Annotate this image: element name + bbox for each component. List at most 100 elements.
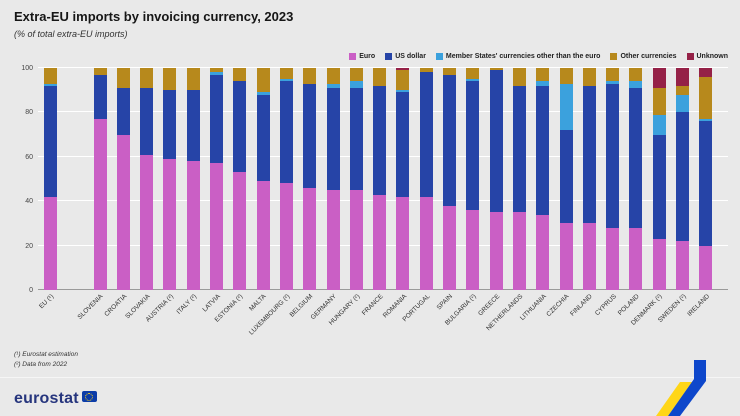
eurostat-arrow-graphic xyxy=(656,360,706,416)
footer-divider xyxy=(0,377,740,378)
bar-segment xyxy=(116,88,130,135)
bar-bulgaria: BULGARIA (²) xyxy=(444,68,480,327)
bar-segment xyxy=(629,81,643,88)
bar-segment xyxy=(699,121,713,246)
legend-swatch xyxy=(435,53,443,60)
x-axis-label: SLOVENIA xyxy=(77,293,105,321)
bar-segment xyxy=(396,70,410,91)
eurostat-logo-text: eurostat xyxy=(14,390,79,407)
arrow-yellow-band xyxy=(656,382,692,416)
bar-segment xyxy=(233,81,247,173)
bar-segment xyxy=(699,245,713,290)
bar-segment xyxy=(489,212,503,290)
legend-label: Other currencies xyxy=(620,53,677,60)
bar-segment xyxy=(676,85,689,95)
bar-segment xyxy=(326,190,340,290)
bar-segment xyxy=(93,68,107,75)
bar-segment xyxy=(43,83,57,86)
legend-swatch xyxy=(349,53,357,60)
bar-segment xyxy=(536,85,550,215)
bar-segment xyxy=(606,68,620,82)
bar-segment xyxy=(256,68,270,93)
legend-item: Euro xyxy=(349,53,375,60)
footnote-2: (²) Data from 2022 xyxy=(14,361,68,369)
bar-segment xyxy=(582,68,596,86)
bar-segment xyxy=(559,223,573,290)
footnotes: (¹) Eurostat estimation (²) Data from 20… xyxy=(14,350,78,371)
bar-austria: AUSTRIA (²) xyxy=(144,68,177,323)
bar-segment xyxy=(140,154,154,290)
bar-segment xyxy=(140,88,154,155)
bar-segment xyxy=(186,68,200,91)
bar-segment xyxy=(512,85,526,213)
chart-title: Extra-EU imports by invoicing currency, … xyxy=(14,9,294,24)
bar-czechia: CZECHIA xyxy=(546,68,573,318)
bar-netherlands: NETHERLANDS xyxy=(485,68,526,332)
bar-segment xyxy=(676,94,689,113)
bar-segment xyxy=(559,68,573,84)
bar-segment xyxy=(582,223,596,290)
legend-swatch xyxy=(610,53,618,60)
x-axis-label: LATVIA xyxy=(200,293,222,314)
bar-spain: SPAIN xyxy=(436,68,456,311)
bar-segment xyxy=(536,68,550,82)
bar-slovakia: SLOVAKIA xyxy=(124,68,154,320)
bar-denmark: DENMARK (²) xyxy=(630,68,666,327)
bar-segment xyxy=(303,187,317,290)
bar-belgium: BELGIUM xyxy=(289,68,317,319)
bar-segment xyxy=(466,81,480,211)
bar-segment xyxy=(652,114,666,135)
x-axis-label: ITALY (²) xyxy=(175,293,199,316)
bar-segment xyxy=(582,85,596,224)
arrow-blue-band xyxy=(668,360,706,416)
bar-hungary: HUNGARY (²) xyxy=(328,68,363,327)
bar-segment xyxy=(419,196,433,290)
bar-segment xyxy=(466,68,480,80)
y-tick-label: 100 xyxy=(21,65,33,72)
bar-eu: EU (¹) xyxy=(38,68,57,310)
bar-malta: MALTA xyxy=(248,68,270,313)
bar-segment xyxy=(676,112,689,242)
legend: Euro US dollar Member States' currencies o… xyxy=(349,53,728,60)
bar-segment xyxy=(303,83,317,188)
bar-segment xyxy=(443,74,456,206)
bar-segment xyxy=(163,90,177,160)
bar-segment xyxy=(373,85,387,195)
y-tick-label: 80 xyxy=(25,109,33,117)
bar-segment xyxy=(466,210,480,290)
bar-segment xyxy=(303,68,317,84)
bar-segment xyxy=(349,81,363,88)
chart-subtitle: (% of total extra-EU imports) xyxy=(14,29,128,39)
y-tick-label: 20 xyxy=(25,242,33,250)
x-axis-label: MALTA xyxy=(248,293,269,313)
legend-label: US dollar xyxy=(395,53,426,60)
legend-item: Unknown xyxy=(686,53,728,60)
footnote-1: (¹) Eurostat estimation xyxy=(14,351,78,358)
bar-segment xyxy=(279,79,293,82)
bar-segment xyxy=(279,183,293,290)
bar-segment xyxy=(116,134,130,290)
bar-segment xyxy=(233,172,247,290)
bar-segment xyxy=(373,194,387,290)
bar-segment xyxy=(326,83,340,88)
bar-segment xyxy=(210,163,223,290)
bar-segment xyxy=(606,227,620,290)
bar-segment xyxy=(163,159,177,290)
x-axis-label: EU (¹) xyxy=(37,293,55,311)
bar-segment xyxy=(443,205,456,290)
bar-segment xyxy=(699,68,713,77)
bar-portugal: PORTUGAL xyxy=(401,68,433,323)
bar-segment xyxy=(676,68,689,86)
bar-segment xyxy=(652,88,666,115)
bar-segment xyxy=(186,90,200,162)
bar-segment xyxy=(396,92,410,197)
bar-slovenia: SLOVENIA xyxy=(77,68,107,321)
bar-segment xyxy=(489,70,503,213)
bar-segment xyxy=(652,134,666,239)
bar-segment xyxy=(629,68,643,82)
bar-segment xyxy=(93,119,107,290)
bar-segment xyxy=(396,68,410,71)
bar-segment xyxy=(443,68,456,75)
bar-segment xyxy=(140,68,154,88)
bar-segment xyxy=(210,68,223,73)
